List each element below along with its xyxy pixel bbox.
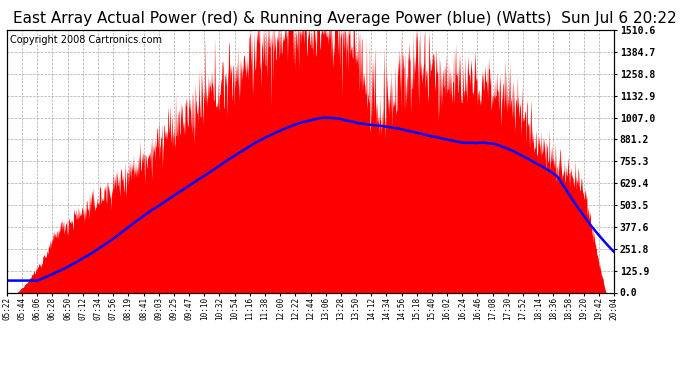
Text: East Array Actual Power (red) & Running Average Power (blue) (Watts)  Sun Jul 6 : East Array Actual Power (red) & Running …	[13, 11, 677, 26]
Text: Copyright 2008 Cartronics.com: Copyright 2008 Cartronics.com	[10, 35, 162, 45]
